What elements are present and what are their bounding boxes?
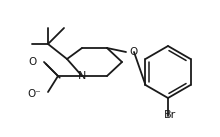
Text: N: N xyxy=(78,71,86,81)
Text: O⁻: O⁻ xyxy=(27,89,41,99)
Text: O: O xyxy=(129,47,137,57)
Text: Br: Br xyxy=(164,110,176,120)
Text: O: O xyxy=(29,57,37,67)
